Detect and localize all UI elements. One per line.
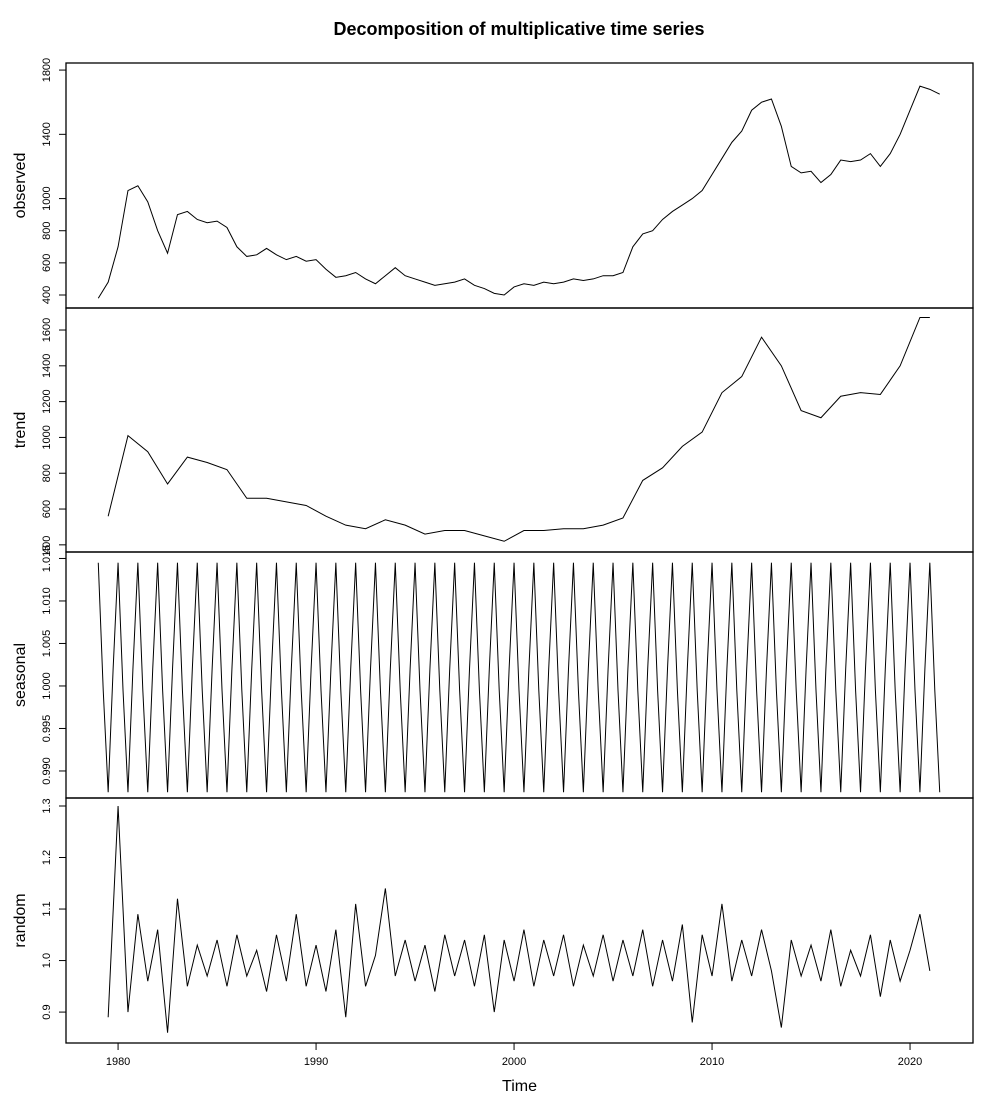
x-tick-label: 2010: [700, 1056, 724, 1068]
data-line: [97, 562, 941, 793]
y-tick-label: 1400: [41, 354, 53, 378]
y-axis-label: trend: [12, 412, 29, 448]
y-tick-label: 400: [41, 286, 53, 304]
y-tick-label: 1.3: [41, 798, 53, 813]
y-tick-label: 0.9: [41, 1004, 53, 1019]
y-tick-label: 1.005: [41, 630, 53, 658]
x-tick-label: 1990: [304, 1056, 328, 1068]
panel-frame: [65, 62, 974, 309]
y-tick-label: 1400: [41, 122, 53, 146]
y-axis-label: seasonal: [12, 643, 29, 707]
data-line: [107, 805, 931, 1033]
y-tick-label: 1.1: [41, 901, 53, 916]
y-tick-label: 1000: [41, 425, 53, 449]
x-axis-label: Time: [502, 1078, 537, 1095]
x-tick-label: 2020: [898, 1056, 922, 1068]
data-line: [97, 85, 940, 299]
y-tick-label: 1.000: [41, 672, 53, 700]
panel-frame: [65, 307, 974, 553]
y-tick-label: 600: [41, 500, 53, 518]
y-tick-label: 800: [41, 464, 53, 482]
y-tick-label: 1.010: [41, 587, 53, 615]
x-tick-label: 1980: [106, 1056, 130, 1068]
y-tick-label: 800: [41, 222, 53, 240]
panel-frame: [65, 797, 974, 1044]
y-tick-label: 1000: [41, 186, 53, 210]
y-axis-label: random: [12, 893, 29, 947]
y-tick-label: 1800: [41, 58, 53, 82]
y-tick-label: 0.995: [41, 715, 53, 743]
chart-title: Decomposition of multiplicative time ser…: [333, 19, 704, 39]
y-axis-label: observed: [12, 153, 29, 219]
y-tick-label: 1.2: [41, 850, 53, 865]
y-tick-label: 1.015: [41, 545, 53, 573]
y-tick-label: 400: [41, 536, 53, 554]
y-tick-label: 1200: [41, 389, 53, 413]
x-tick-label: 2000: [502, 1056, 526, 1068]
y-tick-label: 1600: [41, 318, 53, 342]
y-tick-label: 600: [41, 254, 53, 272]
y-tick-label: 0.990: [41, 757, 53, 785]
data-line: [107, 316, 930, 542]
y-tick-label: 1.0: [41, 953, 53, 968]
